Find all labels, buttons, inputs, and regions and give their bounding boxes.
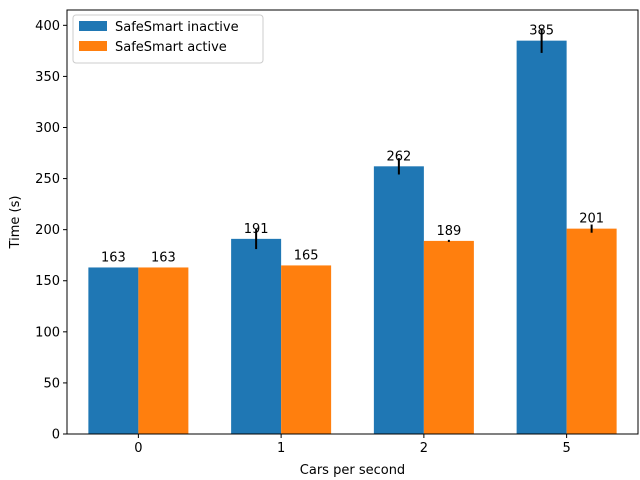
bar [138,267,189,434]
bar [516,40,567,434]
bars-layer [88,40,617,435]
x-tick-label: 1 [277,441,285,456]
data-label: 163 [151,250,176,265]
legend-swatch [79,21,107,31]
bar [566,228,617,434]
legend-label: SafeSmart inactive [115,20,239,35]
bar [373,166,424,435]
bar [423,240,474,434]
y-tick-label: 50 [43,376,60,391]
legend-label: SafeSmart active [115,40,227,55]
data-label: 165 [294,248,319,263]
x-tick-label: 0 [134,441,142,456]
legend: SafeSmart inactive SafeSmart active [72,14,264,64]
bar [231,238,282,434]
y-tick-label: 150 [35,274,60,289]
x-axis: 0 1 2 5 [134,434,571,456]
x-tick-label: 2 [420,441,428,456]
y-tick-label: 250 [35,172,60,187]
y-tick-label: 400 [35,19,60,34]
data-label: 163 [101,250,126,265]
y-tick-label: 100 [35,325,60,340]
data-label: 201 [579,212,604,227]
data-label: 385 [529,24,554,39]
error-bars-layer [255,28,593,250]
y-tick-label: 0 [52,428,60,443]
y-axis: 0 50 100 150 200 250 300 350 400 [35,19,67,443]
data-labels-layer: 163 163 191 165 262 189 385 201 [101,24,604,266]
data-label: 189 [436,224,461,239]
legend-box [72,14,264,64]
legend-swatch [79,41,107,51]
y-axis-label: Time (s) [8,196,23,250]
x-axis-label: Cars per second [300,463,405,478]
y-tick-label: 200 [35,223,60,238]
y-tick-label: 300 [35,121,60,136]
data-label: 191 [244,222,269,237]
data-label: 262 [386,149,411,164]
plot-frame [66,9,639,435]
x-tick-label: 5 [562,441,570,456]
bar [88,267,139,434]
y-tick-label: 350 [35,70,60,85]
bar [281,265,332,434]
